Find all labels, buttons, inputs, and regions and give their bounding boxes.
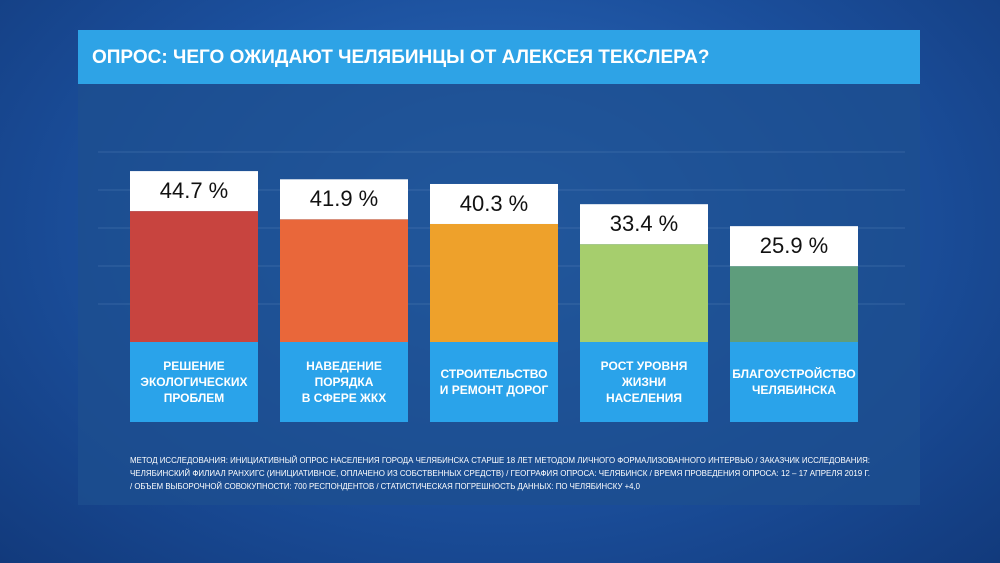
footnote: ЧЕЛЯБИНСКИЙ ФИЛИАЛ РАНХИГС (ИНИЦИАТИВНОЕ… [130, 469, 870, 478]
category-label: СТРОИТЕЛЬСТВО И РЕМОНТ ДОРОГ [430, 342, 558, 422]
value-label-box [130, 171, 258, 212]
value-label: 40.3 % [460, 191, 529, 216]
bar [730, 266, 858, 342]
bar [130, 211, 258, 342]
value-label: 25.9 % [760, 233, 829, 258]
chart-title: ОПРОС: ЧЕГО ОЖИДАЮТ ЧЕЛЯБИНЦЫ ОТ АЛЕКСЕЯ… [92, 47, 710, 68]
category-label: РОСТ УРОВНЯ ЖИЗНИ НАСЕЛЕНИЯ [580, 342, 708, 422]
title-bar [78, 30, 920, 84]
value-label: 41.9 % [310, 186, 379, 211]
category-label: РЕШЕНИЕ ЭКОЛОГИЧЕСКИХ ПРОБЛЕМ [130, 342, 258, 422]
value-label-box [430, 183, 558, 224]
category-label: НАВЕДЕНИЕ ПОРЯДКА В СФЕРЕ ЖКХ [280, 342, 408, 422]
value-label-box [580, 204, 708, 245]
category-label: БЛАГОУСТРОЙСТВО ЧЕЛЯБИНСКА [730, 342, 858, 422]
bar [430, 223, 558, 342]
value-label-box [730, 226, 858, 267]
value-label: 33.4 % [610, 211, 679, 236]
bar [280, 219, 408, 342]
value-label: 44.7 % [160, 178, 229, 203]
value-label-box [280, 179, 408, 220]
footnote: / ОБЪЕМ ВЫБОРОЧНОЙ СОВОКУПНОСТИ: 700 РЕС… [130, 482, 641, 491]
bar [580, 244, 708, 342]
footnote: МЕТОД ИССЛЕДОВАНИЯ: ИНИЦИАТИВНЫЙ ОПРОС Н… [130, 456, 870, 465]
